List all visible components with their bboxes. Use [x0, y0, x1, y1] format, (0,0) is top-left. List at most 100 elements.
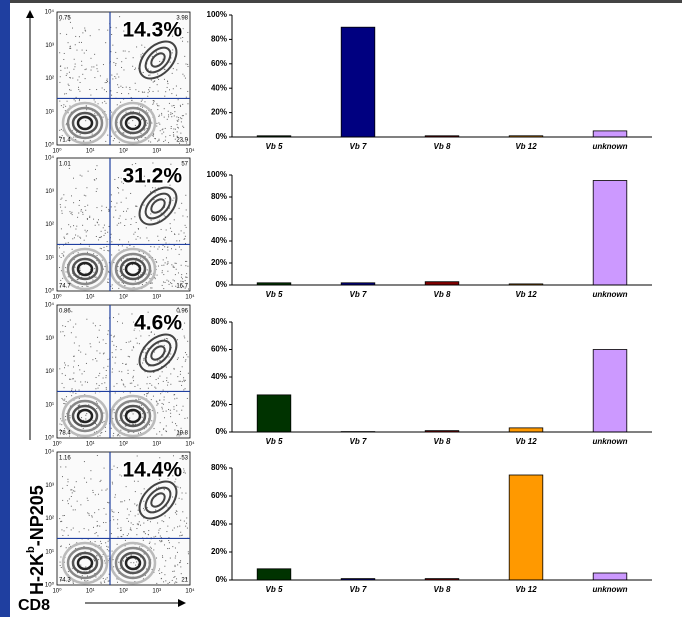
flow-dot — [136, 342, 138, 344]
flow-dot — [77, 556, 79, 558]
x-tick-label: Vb 7 — [350, 290, 367, 299]
flow-dot — [73, 177, 75, 179]
flow-dot — [97, 336, 99, 338]
flow-dot — [126, 258, 128, 260]
flow-dot — [157, 383, 159, 385]
flow-dot — [65, 396, 67, 398]
flow-dot — [69, 77, 71, 79]
flow-dot — [153, 133, 155, 135]
flow-dot — [124, 425, 126, 427]
flow-dot — [162, 556, 164, 558]
flow-dot — [103, 249, 105, 251]
flow-dot — [179, 525, 181, 527]
flow-dot — [64, 325, 66, 327]
flow-dot — [168, 547, 170, 549]
flow-dot — [91, 66, 93, 68]
flow-dot — [134, 216, 136, 218]
flow-dot — [107, 282, 109, 284]
flow-dot — [91, 566, 93, 568]
flow-dot — [123, 98, 125, 100]
flow-dot — [105, 375, 107, 377]
flow-dot — [180, 37, 182, 39]
flow-dot — [88, 529, 90, 531]
flow-dot — [170, 383, 172, 385]
flow-dot — [120, 201, 122, 203]
flow-dot — [107, 555, 109, 557]
flow-dot — [161, 402, 163, 404]
flow-dot — [100, 582, 102, 584]
flow-dot — [95, 190, 97, 192]
flow-dot — [87, 499, 89, 501]
flow-dot — [65, 271, 67, 273]
flow-dot — [180, 264, 182, 266]
flow-dot — [129, 529, 131, 531]
flow-dot — [164, 417, 166, 419]
flow-dot — [87, 285, 89, 287]
flow-dot — [173, 244, 175, 246]
flow-dot — [140, 265, 142, 267]
flow-dot — [108, 539, 110, 541]
flow-dot — [111, 340, 113, 342]
flow-dot — [105, 140, 107, 142]
flow-dot — [167, 384, 169, 386]
flow-dot — [173, 463, 175, 465]
flow-dot — [76, 279, 78, 281]
flow-dot — [60, 128, 62, 130]
flow-dot — [95, 358, 97, 360]
flow-dot — [86, 497, 88, 499]
flow-dot — [65, 419, 67, 421]
flow-dot — [150, 271, 152, 273]
flow-dot — [187, 66, 189, 68]
flow-dot — [130, 529, 132, 531]
flow-dot — [181, 115, 183, 117]
flow-dot — [140, 556, 142, 558]
flow-dot — [115, 77, 117, 79]
flow-dot — [102, 116, 104, 118]
flow-dot — [163, 264, 165, 266]
flow-dot — [94, 179, 96, 181]
flow-dot — [118, 370, 120, 372]
flow-dot — [166, 263, 168, 265]
flow-dot — [102, 339, 104, 341]
flow-dot — [136, 505, 138, 507]
flow-dot — [159, 431, 161, 433]
flow-dot — [152, 187, 154, 189]
flow-dot — [108, 250, 110, 252]
flow-dot — [140, 273, 142, 275]
flow-dot — [176, 510, 178, 512]
flow-dot — [94, 53, 96, 55]
flow-dot — [73, 372, 75, 374]
flow-dot — [75, 323, 77, 325]
flow-dot — [73, 99, 75, 101]
flow-dot — [164, 198, 166, 200]
flow-dot — [81, 384, 83, 386]
flow-dot — [165, 229, 167, 231]
flow-dot — [69, 47, 71, 49]
flow-dot — [107, 501, 109, 503]
flow-dot — [92, 322, 94, 324]
flow-dot — [94, 325, 96, 327]
flow-dot — [147, 311, 149, 313]
flow-dot — [187, 288, 189, 290]
flow-dot — [177, 433, 179, 435]
flow-dot — [121, 282, 123, 284]
flow-dot — [134, 280, 136, 282]
flow-dot — [127, 208, 129, 210]
flow-dot — [181, 366, 183, 368]
flow-dot — [161, 114, 163, 116]
flow-contour — [150, 345, 166, 361]
flow-contour — [144, 339, 172, 367]
flow-dot — [141, 272, 143, 274]
flow-dot — [182, 285, 184, 287]
flow-dot — [144, 371, 146, 373]
flow-dot — [138, 140, 140, 142]
flow-dot — [62, 534, 64, 536]
flow-dot — [84, 206, 86, 208]
flow-dot — [165, 350, 167, 352]
flow-dot — [182, 511, 184, 513]
flow-dot — [169, 184, 171, 186]
flow-dot — [138, 90, 140, 92]
flow-dot — [119, 474, 121, 476]
quadrant-value: 74.7 — [59, 284, 71, 290]
flow-dot — [59, 33, 61, 35]
